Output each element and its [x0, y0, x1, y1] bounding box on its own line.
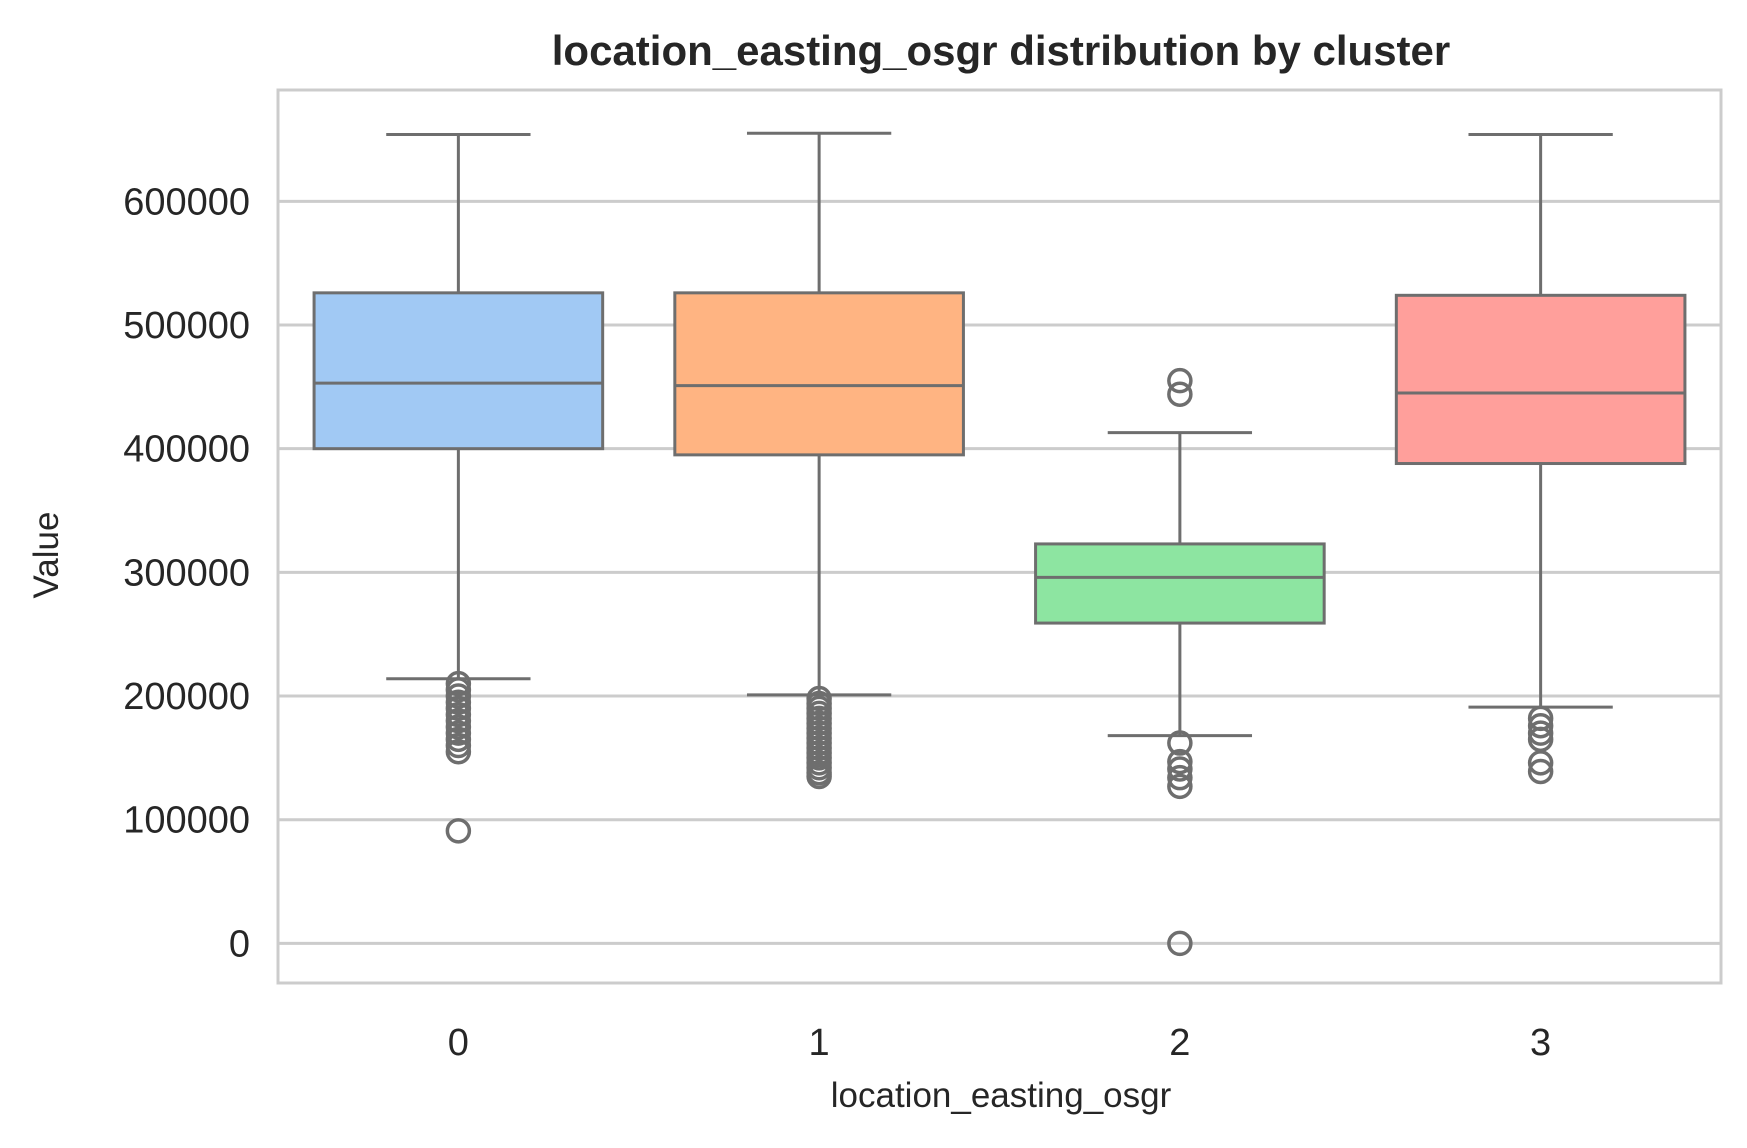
outlier-point: [1167, 773, 1193, 800]
outlier-point: [1167, 748, 1193, 775]
outlier-point: [1527, 750, 1554, 776]
y-tick-label: 400000: [123, 429, 250, 471]
box-group-2: [1034, 367, 1326, 957]
outlier-point: [445, 818, 472, 844]
outlier-point: [806, 763, 832, 790]
box-group-0: [312, 133, 605, 844]
y-tick-label: 200000: [123, 676, 250, 718]
outlier-point: [1527, 712, 1554, 739]
plot-area: [276, 88, 1723, 985]
outlier-point: [1167, 381, 1193, 408]
x-tick-label: 1: [809, 1022, 830, 1064]
box-group-3: [1394, 133, 1687, 785]
y-tick-label: 300000: [123, 552, 250, 594]
y-tick-label: 0: [229, 923, 250, 965]
x-tick-labels: 0 1 2 3: [448, 1022, 1551, 1064]
box-plots: [312, 131, 1687, 957]
y-tick-label: 100000: [123, 800, 250, 842]
x-tick-label: 0: [448, 1022, 469, 1064]
x-tick-label: 3: [1530, 1022, 1551, 1064]
box-iqr: [1394, 293, 1687, 466]
x-tick-label: 2: [1169, 1022, 1190, 1064]
outlier-point: [1167, 730, 1193, 756]
outlier-point: [1167, 756, 1193, 782]
outlier-point: [1167, 367, 1193, 394]
outlier-point: [1527, 758, 1554, 785]
box-group-1: [673, 131, 965, 790]
x-axis-label: location_easting_osgr: [831, 1076, 1172, 1115]
box-iqr: [673, 291, 965, 457]
chart-title: location_easting_osgr distribution by cl…: [552, 27, 1451, 74]
outlier-point: [1167, 764, 1193, 791]
outlier-point: [1167, 930, 1193, 957]
y-axis-label: Value: [27, 512, 66, 599]
y-tick-label: 600000: [123, 181, 250, 223]
outlier-point: [445, 738, 472, 765]
box-iqr: [1034, 542, 1326, 625]
box-iqr: [312, 291, 605, 451]
y-tick-labels: 0 100000 200000 300000 400000 500000 600000: [123, 181, 250, 965]
y-tick-label: 500000: [123, 305, 250, 347]
